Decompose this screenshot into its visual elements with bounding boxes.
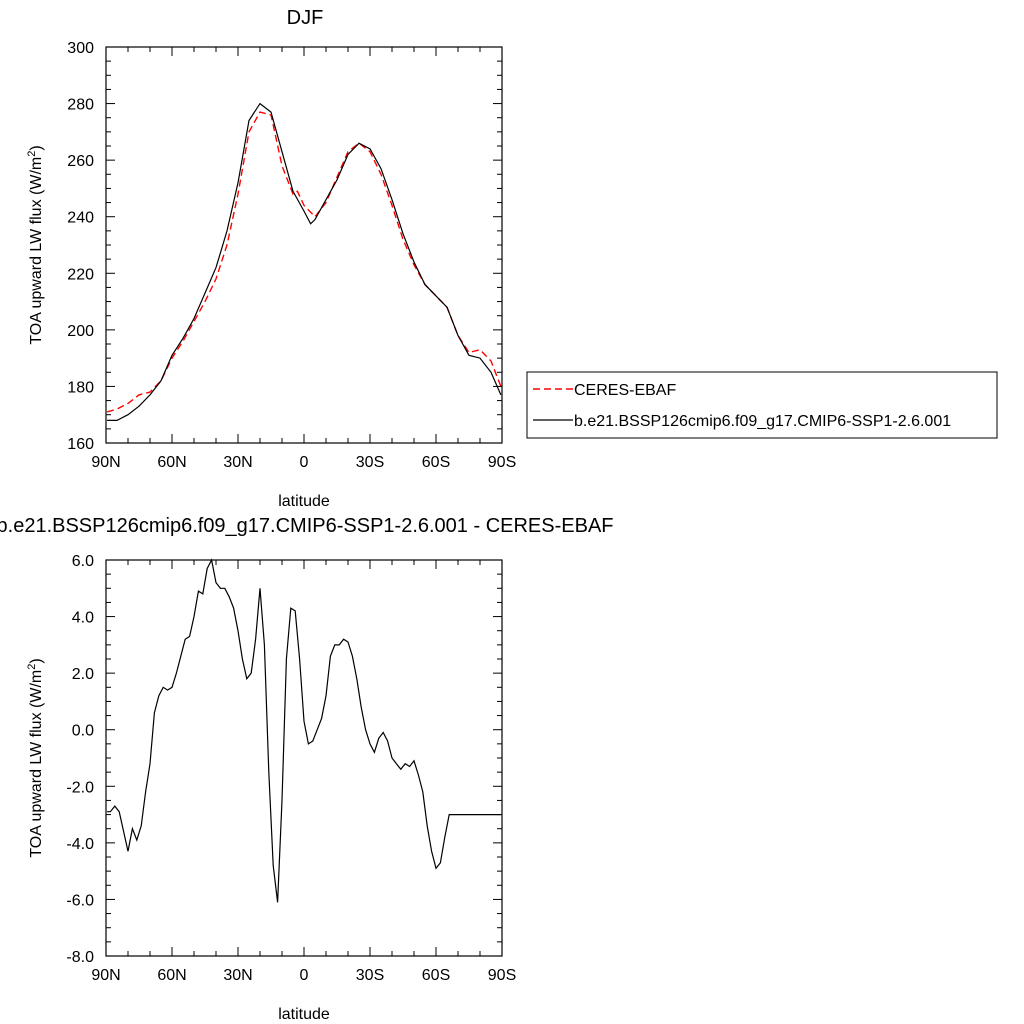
bottom-y-tick-label: 4.0	[72, 610, 94, 627]
top-y-axis-label-sup: 2	[26, 151, 38, 157]
bottom-y-tick-label: 0.0	[72, 723, 94, 740]
top-y-tick-label: 240	[67, 210, 94, 227]
top-panel: DJF 90N 60N 30N 0 30S 60S 90S 160 180 200 220 240 2…	[26, 7, 998, 510]
top-x-ticks: 90N 60N 30N 0 30S 60S 90S	[91, 47, 516, 471]
bottom-x-tick-label: 30S	[356, 967, 384, 984]
top-y-tick-label: 300	[67, 40, 94, 57]
top-y-tick-label: 180	[67, 379, 94, 396]
bottom-y-axis-label-end: )	[28, 658, 45, 663]
bottom-chart-marks	[107, 558, 501, 903]
top-x-tick-label: 90S	[488, 454, 516, 471]
top-x-tick-label: 90N	[91, 454, 120, 471]
top-y-tick-label: 260	[67, 153, 94, 170]
bottom-plot-frame	[105, 559, 503, 957]
bottom-x-axis-label: latitude	[278, 1006, 330, 1023]
top-y-tick-label: 200	[67, 323, 94, 340]
bottom-y-tick-label: -2.0	[66, 779, 94, 796]
bottom-y-tick-label: -6.0	[66, 892, 94, 909]
legend: CERES-EBAF b.e21.BSSP126cmip6.f09_g17.CM…	[526, 371, 998, 439]
top-plot-frame	[105, 46, 503, 444]
bottom-x-tick-label: 60N	[157, 967, 186, 984]
bottom-y-axis-label: TOA upward LW flux (W/m2)	[26, 658, 45, 857]
legend-label-ceres: CERES-EBAF	[574, 382, 676, 399]
top-y-tick-label: 160	[67, 436, 94, 453]
top-x-axis-label: latitude	[278, 493, 330, 510]
bottom-y-tick-label: -8.0	[66, 949, 94, 966]
top-x-tick-label: 60N	[157, 454, 186, 471]
legend-label-model: b.e21.BSSP126cmip6.f09_g17.CMIP6-SSP1-2.…	[574, 413, 951, 430]
bottom-x-tick-label: 0	[300, 967, 309, 984]
bottom-panel: b.e21.BSSP126cmip6.f09_g17.CMIP6-SSP1-2.…	[0, 515, 613, 1023]
top-x-tick-label: 60S	[422, 454, 450, 471]
bottom-y-axis-label-main: TOA upward LW flux (W/m	[28, 670, 45, 858]
top-x-tick-label: 0	[300, 454, 309, 471]
top-y-ticks: 160 180 200 220 240 260 280 300	[67, 40, 502, 453]
top-y-tick-label: 220	[67, 266, 94, 283]
bottom-x-tick-label: 30N	[223, 967, 252, 984]
bottom-x-tick-label: 90S	[488, 967, 516, 984]
top-y-tick-label: 280	[67, 97, 94, 114]
top-x-tick-label: 30N	[223, 454, 252, 471]
bottom-x-tick-label: 90N	[91, 967, 120, 984]
legend-frame	[526, 371, 998, 439]
top-series-line-0	[106, 111, 502, 413]
bottom-x-ticks: 90N 60N 30N 0 30S 60S 90S	[91, 560, 516, 984]
bottom-y-tick-label: 6.0	[72, 553, 94, 570]
top-y-axis-label-main: TOA upward LW flux (W/m	[28, 157, 45, 345]
top-x-tick-label: 30S	[356, 454, 384, 471]
bottom-chart-title: b.e21.BSSP126cmip6.f09_g17.CMIP6-SSP1-2.…	[0, 515, 613, 537]
top-chart-title: DJF	[287, 7, 324, 29]
bottom-x-tick-label: 60S	[422, 967, 450, 984]
top-y-axis-label-end: )	[28, 145, 45, 150]
bottom-y-tick-label: 2.0	[72, 666, 94, 683]
top-series-line-1	[107, 102, 502, 421]
top-chart-marks	[106, 102, 502, 421]
bottom-series-line-0	[107, 558, 501, 903]
bottom-y-tick-label: -4.0	[66, 836, 94, 853]
bottom-y-ticks: -8.0 -6.0 -4.0 -2.0 0.0 2.0 4.0 6.0	[66, 553, 502, 966]
top-y-axis-label: TOA upward LW flux (W/m2)	[26, 145, 45, 344]
bottom-y-axis-label-sup: 2	[26, 664, 38, 670]
